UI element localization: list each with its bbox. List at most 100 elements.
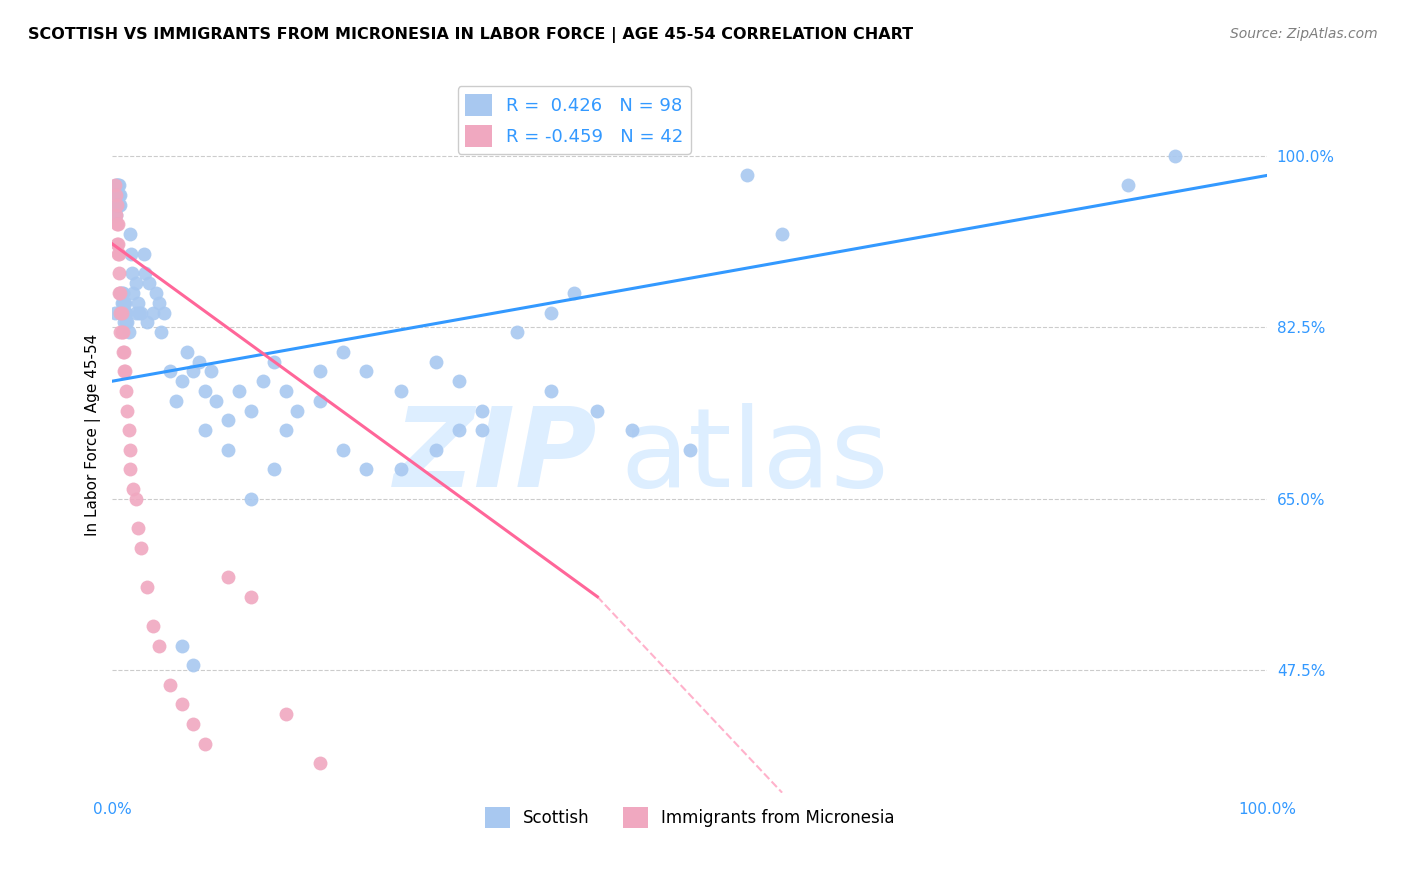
Point — [239, 403, 262, 417]
Point — [110, 285, 132, 300]
Point — [111, 325, 134, 339]
Point — [239, 590, 262, 604]
Point — [104, 208, 127, 222]
Point — [1118, 178, 1140, 193]
Point — [356, 364, 378, 378]
Point — [471, 403, 494, 417]
Legend: Scottish, Immigrants from Micronesia: Scottish, Immigrants from Micronesia — [478, 801, 901, 834]
Point — [112, 305, 135, 319]
Point — [114, 364, 136, 378]
Point — [121, 266, 143, 280]
Point — [770, 227, 793, 242]
Point — [111, 285, 134, 300]
Point — [127, 295, 149, 310]
Point — [170, 639, 193, 653]
Text: SCOTTISH VS IMMIGRANTS FROM MICRONESIA IN LABOR FORCE | AGE 45-54 CORRELATION CH: SCOTTISH VS IMMIGRANTS FROM MICRONESIA I… — [28, 27, 914, 43]
Point — [170, 374, 193, 388]
Point — [105, 218, 128, 232]
Point — [107, 188, 129, 202]
Point — [145, 285, 167, 300]
Point — [112, 344, 135, 359]
Point — [540, 305, 562, 319]
Point — [105, 188, 128, 202]
Point — [181, 658, 204, 673]
Point — [107, 188, 129, 202]
Point — [117, 403, 139, 417]
Point — [124, 276, 146, 290]
Point — [562, 285, 585, 300]
Point — [205, 393, 228, 408]
Point — [117, 423, 139, 437]
Point — [176, 344, 198, 359]
Point — [110, 198, 132, 212]
Point — [217, 413, 239, 427]
Point — [285, 403, 308, 417]
Point — [159, 678, 181, 692]
Point — [447, 423, 470, 437]
Point — [114, 305, 136, 319]
Point — [540, 384, 562, 398]
Point — [134, 266, 156, 280]
Point — [108, 247, 131, 261]
Point — [104, 305, 127, 319]
Point — [107, 198, 129, 212]
Y-axis label: In Labor Force | Age 45-54: In Labor Force | Age 45-54 — [86, 334, 101, 536]
Point — [110, 188, 132, 202]
Point — [111, 344, 134, 359]
Point — [107, 247, 129, 261]
Point — [425, 442, 447, 457]
Point — [108, 188, 131, 202]
Point — [105, 237, 128, 252]
Point — [737, 169, 759, 183]
Point — [115, 305, 138, 319]
Point — [112, 295, 135, 310]
Point — [105, 178, 128, 193]
Point — [148, 639, 170, 653]
Point — [104, 178, 127, 193]
Point — [107, 178, 129, 193]
Point — [107, 237, 129, 252]
Point — [111, 285, 134, 300]
Point — [104, 178, 127, 193]
Point — [332, 442, 354, 457]
Point — [447, 374, 470, 388]
Point — [118, 462, 141, 476]
Point — [122, 482, 145, 496]
Point — [112, 315, 135, 329]
Point — [111, 295, 134, 310]
Point — [159, 364, 181, 378]
Point — [148, 295, 170, 310]
Point — [153, 305, 176, 319]
Point — [108, 266, 131, 280]
Point — [108, 198, 131, 212]
Point — [105, 198, 128, 212]
Point — [128, 305, 150, 319]
Point — [194, 384, 217, 398]
Point — [586, 403, 609, 417]
Point — [181, 364, 204, 378]
Point — [263, 462, 285, 476]
Point — [217, 570, 239, 584]
Point — [274, 707, 297, 722]
Point — [111, 325, 134, 339]
Point — [252, 374, 274, 388]
Point — [149, 325, 172, 339]
Point — [120, 247, 142, 261]
Point — [110, 305, 132, 319]
Point — [389, 384, 412, 398]
Point — [104, 208, 127, 222]
Point — [194, 737, 217, 751]
Point — [505, 325, 527, 339]
Point — [129, 541, 152, 555]
Point — [118, 227, 141, 242]
Point — [1163, 149, 1185, 163]
Point — [110, 305, 132, 319]
Point — [118, 442, 141, 457]
Point — [142, 619, 165, 633]
Point — [105, 198, 128, 212]
Point — [142, 305, 165, 319]
Point — [111, 295, 134, 310]
Point — [136, 315, 159, 329]
Point — [274, 423, 297, 437]
Point — [425, 354, 447, 368]
